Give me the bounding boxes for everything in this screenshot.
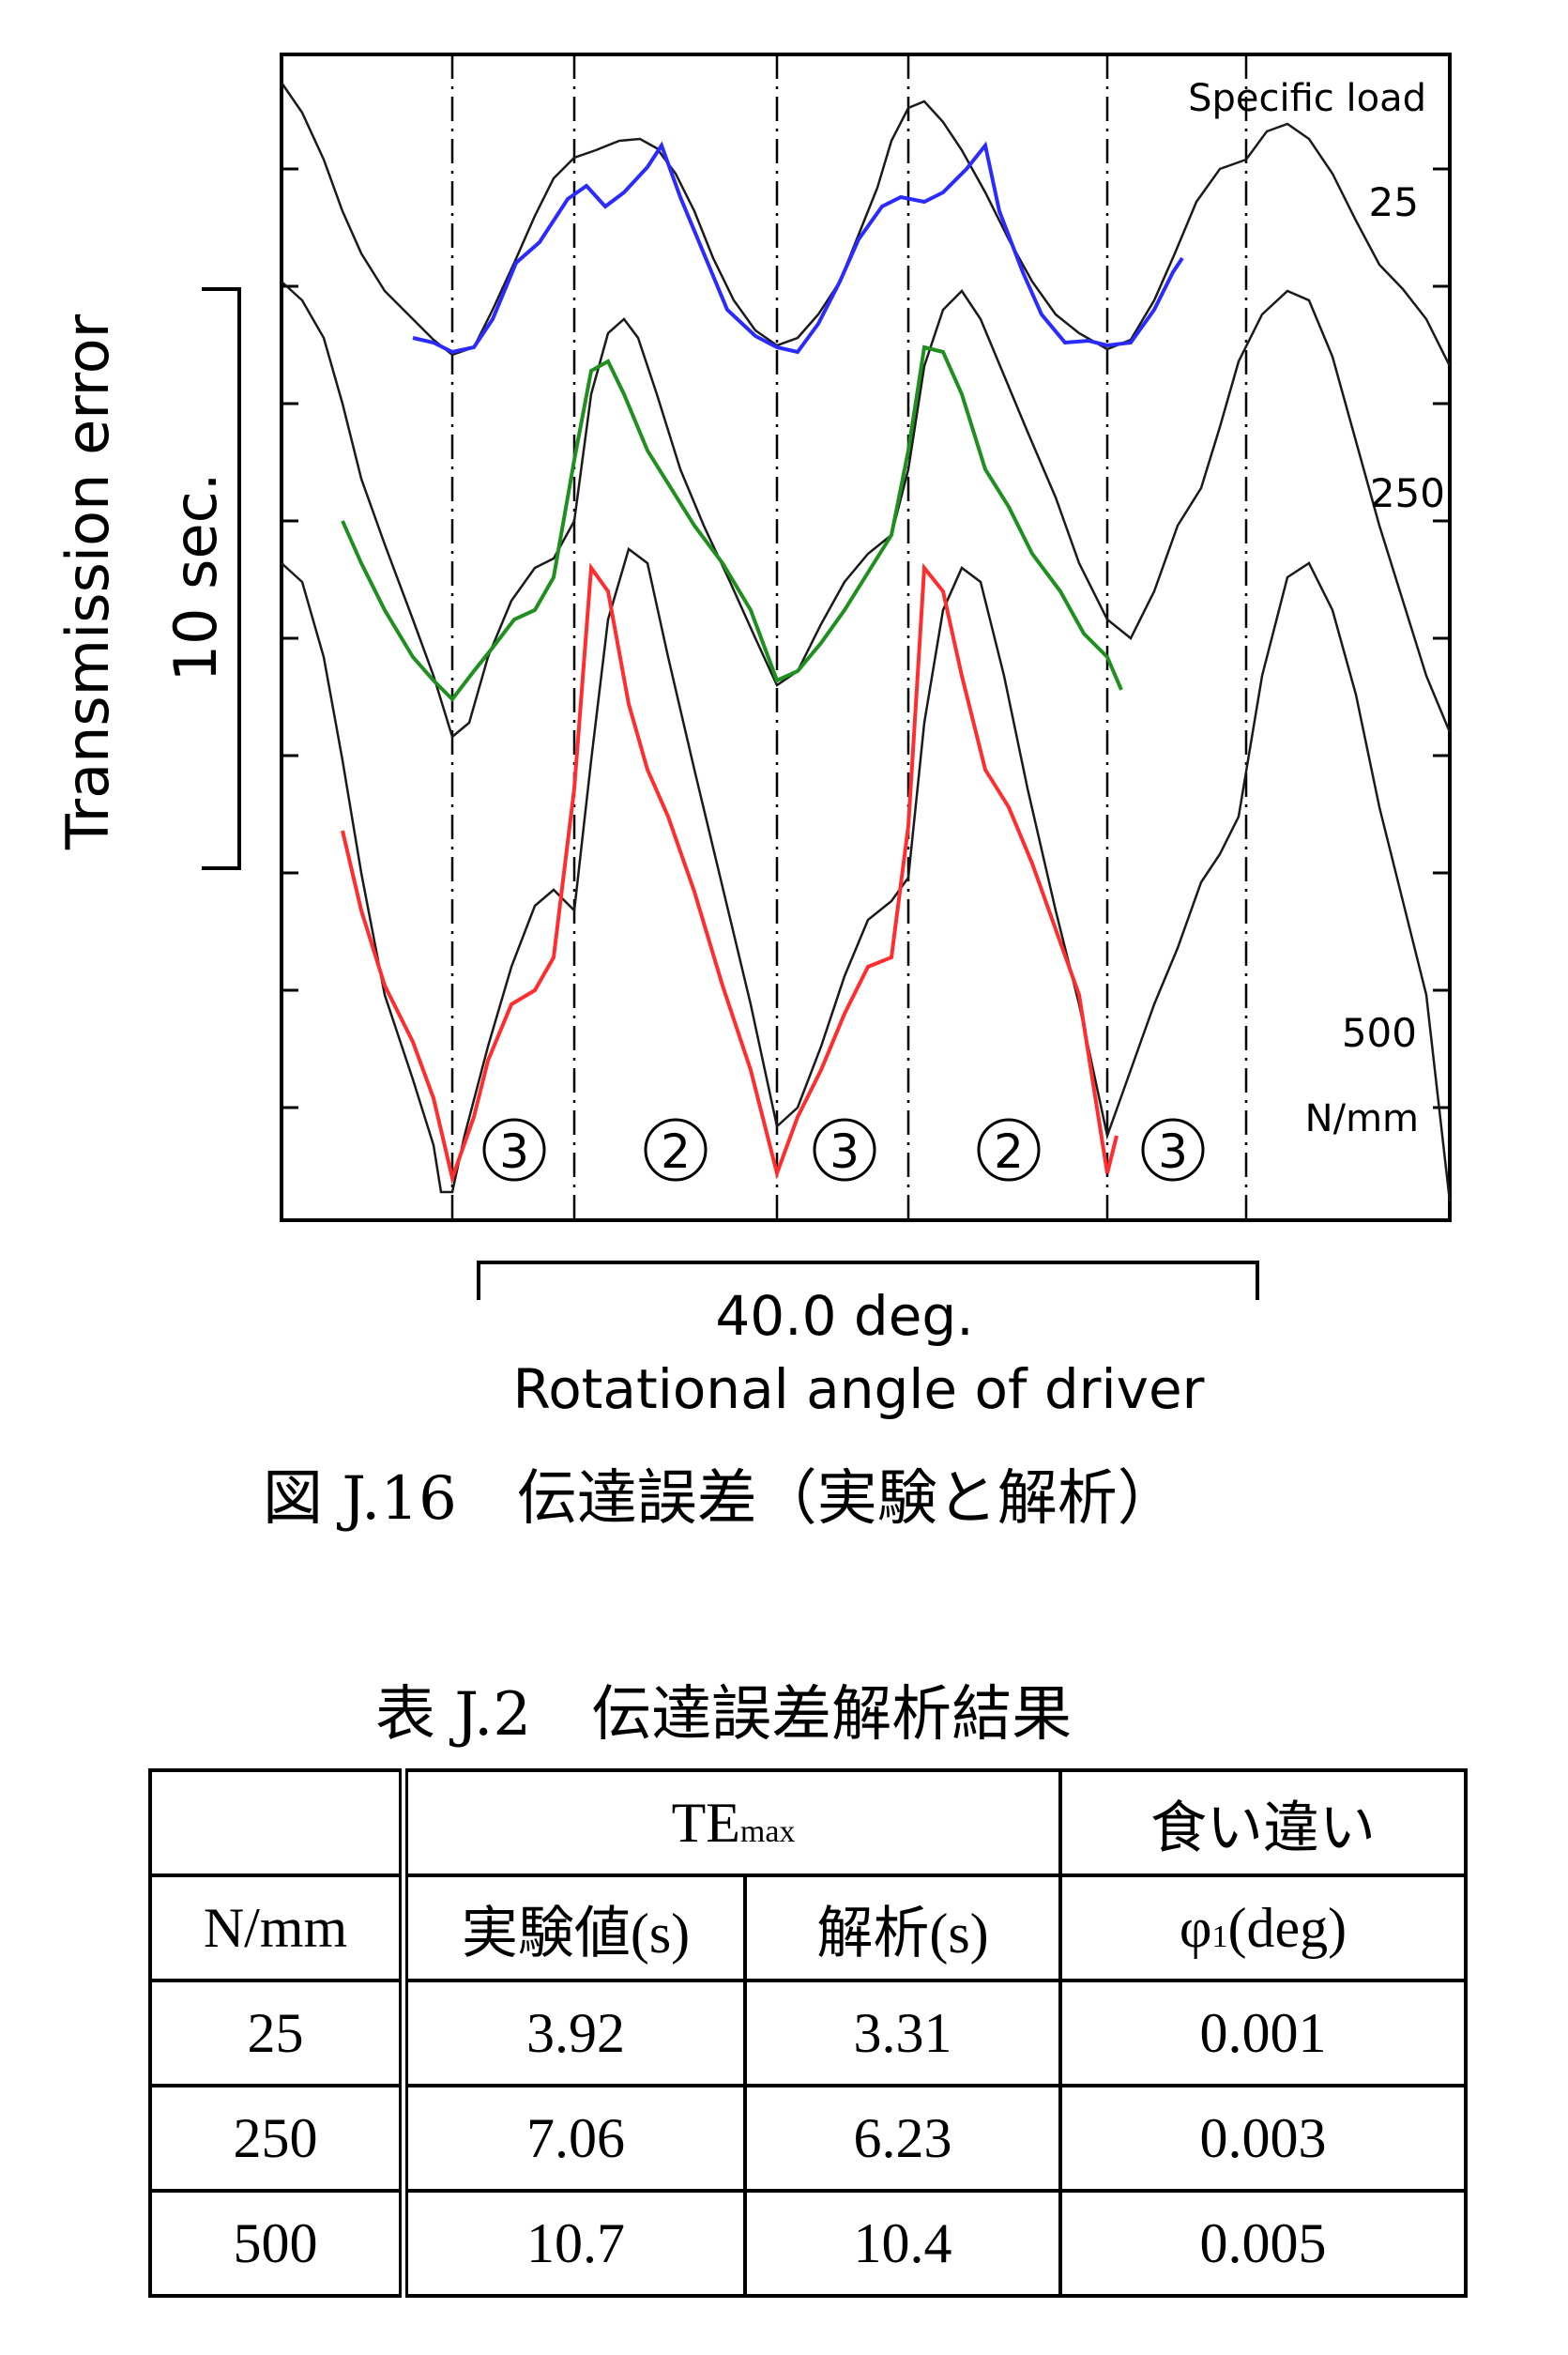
phi-subscript: 1 [1211, 1919, 1228, 1954]
zone-label: 2 [994, 1124, 1024, 1179]
y-ticks [282, 167, 1450, 1109]
table-row: 500 10.7 10.4 0.005 [148, 2189, 1469, 2298]
x-scale-label: 40.0 deg. [715, 1284, 973, 1348]
experiment-curve-250 [281, 281, 1452, 740]
experiment-header: 実験値(s) [399, 1873, 747, 1982]
mesh-zone-dividers [450, 54, 1248, 1220]
phi-cell: 0.001 [1058, 1979, 1469, 2087]
table-row: 250 7.06 6.23 0.003 [148, 2084, 1469, 2193]
legend-title: Specific load [1188, 77, 1426, 120]
zone-label-circle [482, 1118, 546, 1182]
zone-labels: 3 2 3 2 3 [482, 1118, 1205, 1182]
experiment-curve-500 [281, 546, 1452, 1202]
analysis-cell: 3.31 [742, 1979, 1063, 2087]
phi-symbol: φ [1179, 1896, 1212, 1959]
table-header-row: N/mm 実験値(s) 解析(s) φ1(deg) [148, 1873, 1469, 1982]
te-max-sub: max [739, 1813, 796, 1849]
load-cell: 250 [148, 2084, 405, 2193]
table-row: 25 3.92 3.31 0.001 [148, 1979, 1469, 2087]
zone-label: 3 [1158, 1124, 1188, 1179]
load-label-25: 25 [1369, 179, 1419, 225]
empty-header-cell [148, 1768, 405, 1877]
experiment-curve-25 [280, 82, 1452, 367]
analysis-header: 解析(s) [742, 1873, 1063, 1982]
curves [280, 82, 1452, 1202]
load-cell: 500 [148, 2189, 405, 2298]
analysis-cell: 10.4 [742, 2189, 1063, 2298]
y-axis-label: Transmission error [53, 313, 122, 850]
phi-cell: 0.003 [1058, 2084, 1469, 2193]
load-header: N/mm [148, 1873, 405, 1982]
experiment-cell: 3.92 [399, 1979, 747, 2087]
te-max-header: TEmax [398, 1768, 1063, 1877]
analysis-cell: 6.23 [742, 2084, 1063, 2193]
phi-unit: (deg) [1227, 1896, 1347, 1959]
zone-label-circle [977, 1118, 1041, 1182]
x-scale-bar [477, 1261, 1259, 1300]
interference-header: 食い違い [1058, 1768, 1469, 1877]
zone-label: 3 [830, 1124, 860, 1179]
zone-label: 3 [499, 1124, 529, 1179]
unit-label: N/mm [1305, 1097, 1419, 1140]
table-header-row: TEmax 食い違い [148, 1768, 1469, 1877]
experiment-cell: 10.7 [399, 2189, 747, 2298]
load-label-250: 250 [1370, 470, 1445, 516]
x-axis-label: Rotational angle of driver [513, 1357, 1205, 1421]
load-cell: 25 [148, 1979, 405, 2087]
figure-caption: 図 J.16 伝達誤差（実験と解析） [263, 1464, 1178, 1534]
transmission-error-figure: 3 2 3 2 3 Specific load 25 250 500 N/mm … [53, 53, 1452, 1421]
te-max-main: TE [671, 1791, 740, 1854]
experiment-cell: 7.06 [399, 2084, 747, 2193]
results-table: TEmax 食い違い N/mm 実験値(s) 解析(s) φ1(deg) 25 … [148, 1768, 1469, 2298]
phi-cell: 0.005 [1058, 2189, 1469, 2298]
zone-label-circle [1141, 1118, 1205, 1182]
phi-header: φ1(deg) [1058, 1873, 1469, 1982]
analysis-curve-250 [341, 344, 1123, 703]
analysis-curve-25 [412, 141, 1184, 355]
zone-label-circle [644, 1118, 708, 1182]
y-scale-bar [202, 287, 241, 870]
analysis-curve-500 [341, 562, 1119, 1185]
y-scale-label: 10 sec. [161, 473, 230, 682]
table-caption: 表 J.2 伝達誤差解析結果 [375, 1680, 1073, 1750]
load-label-500: 500 [1342, 1010, 1417, 1056]
zone-label: 2 [661, 1124, 691, 1179]
zone-label-circle [813, 1118, 876, 1182]
